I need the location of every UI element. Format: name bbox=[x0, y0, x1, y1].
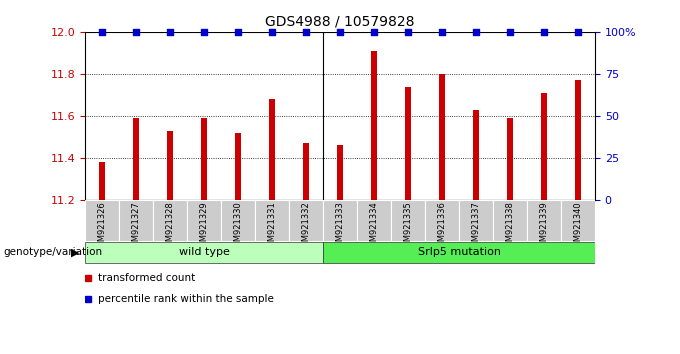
Bar bbox=[119, 200, 153, 241]
Text: percentile rank within the sample: percentile rank within the sample bbox=[98, 294, 273, 304]
Bar bbox=[391, 200, 425, 241]
Text: GSM921329: GSM921329 bbox=[199, 201, 209, 252]
Point bbox=[267, 29, 277, 35]
Bar bbox=[405, 86, 411, 200]
Bar bbox=[473, 110, 479, 200]
Bar bbox=[337, 145, 343, 200]
Bar bbox=[167, 131, 173, 200]
Point bbox=[131, 29, 141, 35]
Bar bbox=[323, 200, 357, 241]
Point bbox=[199, 29, 209, 35]
Point bbox=[505, 29, 515, 35]
Bar bbox=[85, 200, 119, 241]
Bar bbox=[269, 99, 275, 200]
Text: GSM921328: GSM921328 bbox=[165, 201, 175, 252]
Bar bbox=[99, 162, 105, 200]
Point bbox=[233, 29, 243, 35]
Point bbox=[403, 29, 413, 35]
Point bbox=[97, 29, 107, 35]
Bar bbox=[439, 74, 445, 200]
Point bbox=[437, 29, 447, 35]
Point bbox=[471, 29, 481, 35]
Text: GSM921338: GSM921338 bbox=[505, 201, 515, 252]
Text: GSM921333: GSM921333 bbox=[335, 201, 345, 252]
Bar bbox=[425, 200, 459, 241]
Bar bbox=[187, 200, 221, 241]
Bar bbox=[289, 200, 323, 241]
Point bbox=[301, 29, 311, 35]
Bar bbox=[153, 200, 187, 241]
Bar bbox=[303, 143, 309, 200]
Bar bbox=[459, 200, 493, 241]
Bar bbox=[561, 200, 595, 241]
Point bbox=[165, 29, 175, 35]
Point bbox=[539, 29, 549, 35]
Text: GSM921337: GSM921337 bbox=[471, 201, 481, 252]
Text: transformed count: transformed count bbox=[98, 273, 195, 283]
Text: GSM921334: GSM921334 bbox=[369, 201, 379, 252]
Text: GSM921335: GSM921335 bbox=[403, 201, 413, 252]
Bar bbox=[493, 200, 527, 241]
Text: GDS4988 / 10579828: GDS4988 / 10579828 bbox=[265, 14, 415, 28]
Bar bbox=[541, 93, 547, 200]
Text: GSM921336: GSM921336 bbox=[437, 201, 447, 252]
Text: GSM921330: GSM921330 bbox=[233, 201, 243, 252]
Bar bbox=[235, 133, 241, 200]
Text: genotype/variation: genotype/variation bbox=[3, 247, 103, 257]
Bar bbox=[85, 242, 323, 263]
Text: GSM921332: GSM921332 bbox=[301, 201, 311, 252]
Bar bbox=[255, 200, 289, 241]
Text: GSM921340: GSM921340 bbox=[573, 201, 583, 252]
Bar bbox=[527, 200, 561, 241]
Bar bbox=[575, 80, 581, 200]
Bar bbox=[357, 200, 391, 241]
Text: GSM921326: GSM921326 bbox=[97, 201, 107, 252]
Bar bbox=[323, 242, 595, 263]
Text: GSM921339: GSM921339 bbox=[539, 201, 549, 252]
Text: GSM921331: GSM921331 bbox=[267, 201, 277, 252]
Text: GSM921327: GSM921327 bbox=[131, 201, 141, 252]
Text: Srlp5 mutation: Srlp5 mutation bbox=[418, 247, 500, 257]
Text: wild type: wild type bbox=[179, 247, 229, 257]
Bar bbox=[507, 118, 513, 200]
Text: ▶: ▶ bbox=[71, 247, 80, 257]
Point bbox=[335, 29, 345, 35]
Bar bbox=[201, 118, 207, 200]
Point bbox=[369, 29, 379, 35]
Bar bbox=[133, 118, 139, 200]
Bar bbox=[221, 200, 255, 241]
Point bbox=[573, 29, 583, 35]
Bar bbox=[371, 51, 377, 200]
